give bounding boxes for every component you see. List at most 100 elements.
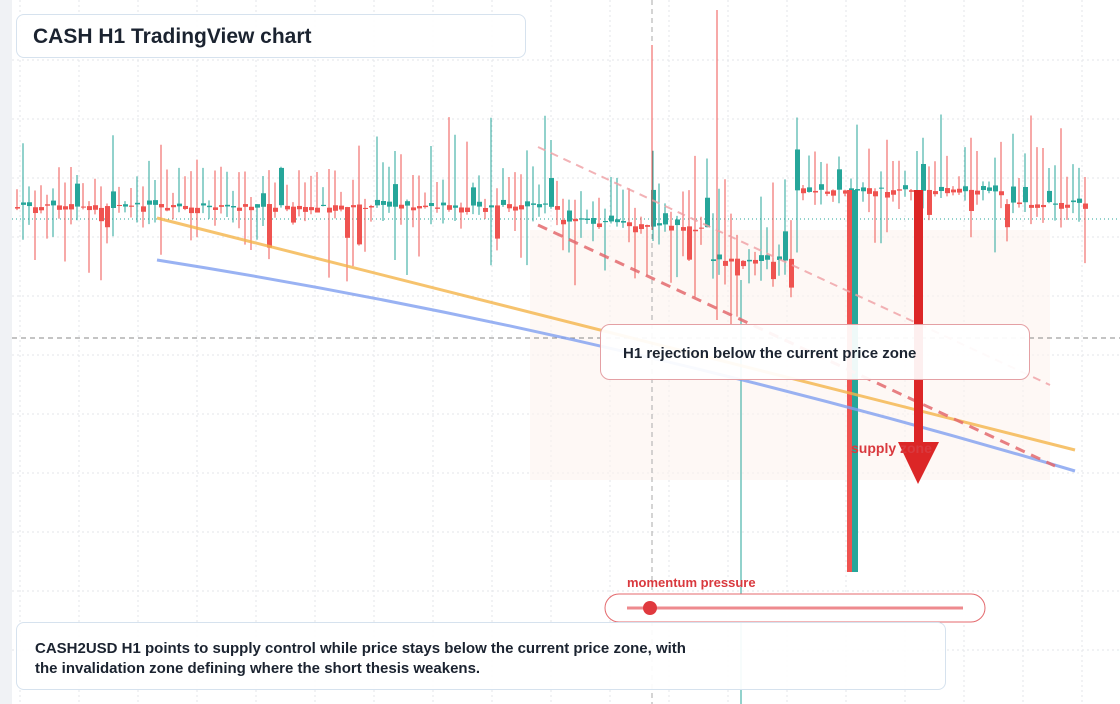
- candle-body: [159, 204, 164, 208]
- candle-body: [939, 186, 944, 192]
- candle-body: [183, 205, 188, 209]
- candle-body: [843, 190, 848, 194]
- candle-body: [129, 205, 134, 207]
- candle-body: [699, 227, 704, 229]
- candle-body: [387, 201, 392, 207]
- candle-body: [69, 204, 74, 210]
- candle-body: [513, 206, 518, 211]
- candle-body: [1011, 186, 1016, 203]
- candle-body: [261, 193, 266, 207]
- candle-body: [867, 188, 872, 194]
- momentum-knob: [643, 601, 657, 615]
- candle-body: [339, 205, 344, 210]
- candle-body: [543, 203, 548, 205]
- candle-body: [879, 187, 884, 189]
- trend-line-pink: [537, 146, 1051, 386]
- candle-body: [1065, 204, 1070, 208]
- candle-body: [1029, 204, 1034, 208]
- candle-body: [435, 207, 440, 209]
- candle-body: [495, 205, 500, 239]
- candle-body: [795, 149, 800, 191]
- candle-body: [399, 204, 404, 209]
- candle-body: [369, 206, 374, 208]
- candle-body: [297, 205, 302, 210]
- candle-body: [447, 205, 452, 210]
- candle-body: [429, 202, 434, 206]
- candle-body: [171, 205, 176, 208]
- candle-body: [933, 191, 938, 195]
- candle-body: [861, 187, 866, 192]
- candle-body: [951, 189, 956, 193]
- candle-body: [855, 189, 860, 191]
- caption: CASH2USD H1 points to supply control whi…: [35, 640, 686, 677]
- candle-body: [903, 185, 908, 190]
- candle-body: [591, 218, 596, 224]
- candle-body: [357, 204, 362, 245]
- title: CASH H1 TradingView chart: [33, 25, 312, 48]
- candle-body: [393, 184, 398, 207]
- candle-body: [111, 191, 116, 208]
- candle-body: [273, 207, 278, 212]
- candle-body: [825, 191, 830, 194]
- candle-body: [147, 200, 152, 205]
- candle-body: [57, 205, 62, 210]
- candle-body: [579, 218, 584, 220]
- candle-body: [1071, 200, 1076, 203]
- candle-body: [993, 185, 998, 192]
- candle-body: [33, 207, 38, 214]
- candle-body: [975, 190, 980, 195]
- candle-body: [1059, 202, 1064, 209]
- candle-body: [153, 200, 158, 205]
- candle-body: [321, 204, 326, 207]
- candle-body: [585, 218, 590, 221]
- candle-body: [213, 207, 218, 210]
- candle-body: [897, 189, 902, 191]
- candle-body: [801, 188, 806, 194]
- candle-body: [651, 189, 656, 227]
- candle-body: [81, 206, 86, 208]
- candle-body: [237, 207, 242, 211]
- sidebar: [0, 0, 12, 704]
- arrow-shaft: [914, 190, 923, 445]
- candle-body: [117, 204, 122, 207]
- rejection-box: H1 rejection below the current price zon…: [600, 324, 1030, 380]
- candle-body: [717, 254, 722, 260]
- candle-body: [327, 207, 332, 213]
- candle-body: [291, 206, 296, 223]
- candle-body: [141, 206, 146, 212]
- candle-body: [759, 255, 764, 262]
- candle-body: [819, 184, 824, 190]
- candle-body: [1023, 186, 1028, 203]
- candle-body: [573, 218, 578, 222]
- candle-body: [507, 204, 512, 209]
- candle-body: [711, 259, 716, 262]
- candle-body: [279, 167, 284, 206]
- candle-body: [783, 231, 788, 261]
- candle-body: [285, 205, 290, 210]
- candle-body: [195, 207, 200, 214]
- candle-body: [813, 190, 818, 193]
- candle-body: [741, 260, 746, 267]
- candle-body: [909, 190, 914, 192]
- candle-body: [201, 203, 206, 206]
- candle-body: [675, 219, 680, 226]
- candle-body: [15, 207, 20, 209]
- candle-body: [105, 206, 110, 228]
- candle-body: [531, 203, 536, 205]
- candle-body: [849, 188, 854, 192]
- candle-body: [375, 199, 380, 206]
- candle-body: [723, 260, 728, 266]
- candle-body: [219, 205, 224, 207]
- candle-body: [1035, 204, 1040, 208]
- candle-body: [381, 201, 386, 205]
- candle-body: [693, 229, 698, 232]
- candle-body: [927, 189, 932, 215]
- candle-body: [267, 204, 272, 248]
- candle-body: [609, 215, 614, 222]
- candle-body: [771, 261, 776, 280]
- candle-body: [405, 201, 410, 206]
- candle-body: [1041, 204, 1046, 208]
- candle-body: [999, 191, 1004, 196]
- candle-body: [99, 207, 104, 222]
